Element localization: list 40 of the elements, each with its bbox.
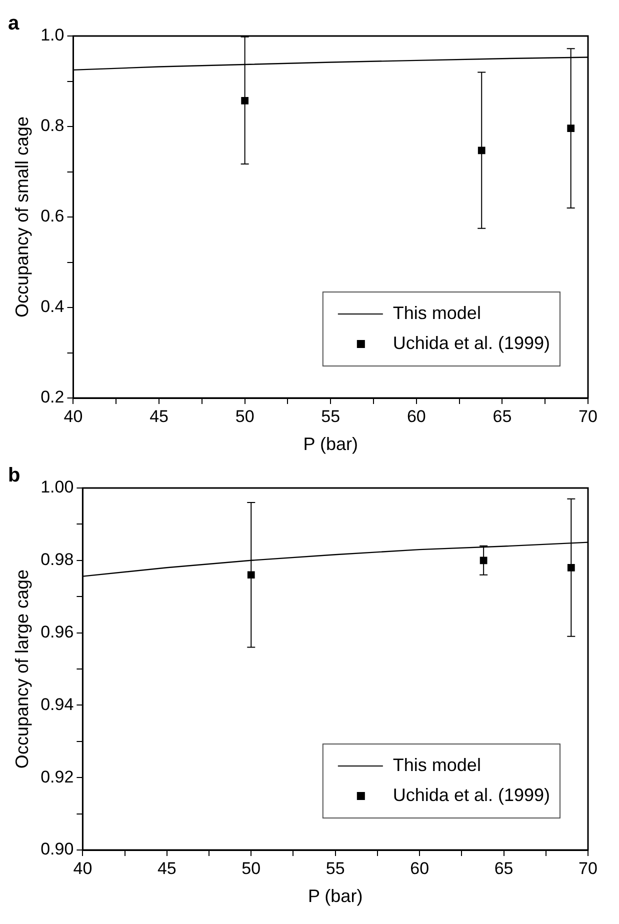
- y-tick-label: 0.8: [40, 116, 64, 136]
- legend-label: This model: [392, 754, 481, 775]
- x-axis-title: P (bar): [303, 434, 358, 454]
- x-axis-title: P (bar): [308, 886, 363, 906]
- x-tick-label: 65: [492, 406, 512, 426]
- point: [480, 556, 488, 564]
- y-tick-label: 0.94: [40, 694, 74, 714]
- y-tick-label: 0.98: [40, 550, 74, 570]
- y-tick-label: 1.00: [40, 478, 74, 497]
- point: [567, 124, 575, 132]
- x-tick-label: 45: [157, 858, 176, 878]
- x-tick-label: 55: [326, 858, 345, 878]
- x-tick-label: 45: [150, 406, 168, 426]
- legend-label: Uchida et al. (1999): [392, 784, 550, 805]
- point: [247, 571, 255, 579]
- x-tick-label: 40: [64, 406, 83, 426]
- y-tick-label: 0.4: [40, 297, 64, 316]
- y-tick-label: 0.92: [40, 767, 74, 786]
- chart-title: a: [8, 12, 20, 35]
- y-tick-label: 0.96: [40, 622, 74, 642]
- point: [241, 97, 249, 104]
- y-axis-title: Occupancy of large cage: [12, 569, 32, 769]
- x-tick-label: 60: [406, 406, 426, 426]
- chart-title: b: [8, 464, 20, 487]
- x-tick-label: 40: [73, 858, 92, 878]
- x-tick-label: 50: [235, 406, 254, 426]
- y-tick-label: 0.90: [40, 840, 74, 859]
- point: [567, 564, 575, 572]
- legend-label: Uchida et al. (1999): [392, 332, 550, 353]
- x-tick-label: 65: [494, 858, 514, 878]
- x-tick-label: 70: [578, 406, 598, 426]
- x-tick-label: 50: [242, 858, 261, 878]
- y-tick-label: 1.0: [40, 26, 64, 45]
- y-axis-title: Occupancy of small cage: [12, 116, 32, 318]
- legend-label: This model: [392, 302, 481, 323]
- x-tick-label: 70: [578, 858, 598, 878]
- y-tick-label: 0.6: [40, 206, 64, 226]
- y-tick-label: 0.2: [40, 388, 64, 407]
- x-tick-label: 60: [410, 858, 430, 878]
- x-tick-label: 55: [321, 406, 340, 426]
